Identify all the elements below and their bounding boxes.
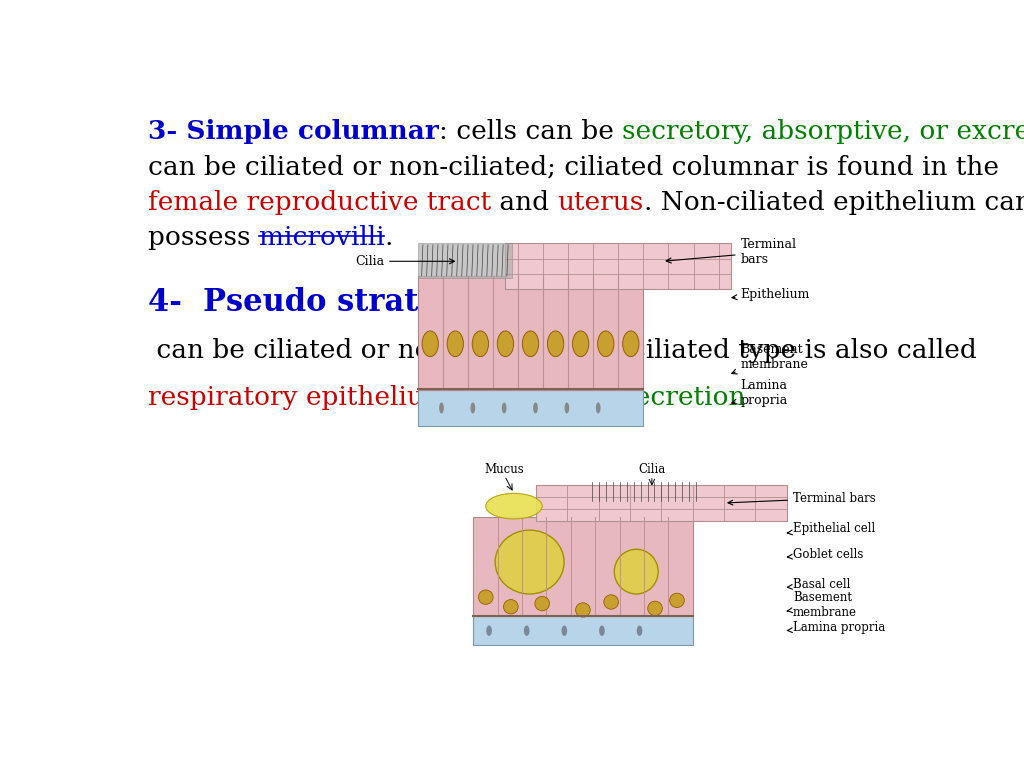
Ellipse shape: [564, 402, 569, 413]
Text: Lamina
propria: Lamina propria: [732, 379, 787, 407]
Text: Epithelial cell: Epithelial cell: [787, 522, 876, 535]
Ellipse shape: [604, 594, 618, 609]
Ellipse shape: [535, 597, 550, 611]
Text: Terminal bars: Terminal bars: [728, 492, 876, 505]
Text: secretory, absorptive, or excretory: secretory, absorptive, or excretory: [622, 119, 1024, 144]
Ellipse shape: [599, 625, 605, 636]
Bar: [473, 617, 692, 645]
Text: and: and: [490, 190, 557, 215]
Text: Lamina propria: Lamina propria: [787, 621, 885, 634]
Ellipse shape: [485, 493, 542, 519]
Text: Mucus: Mucus: [484, 462, 524, 475]
Ellipse shape: [472, 331, 488, 356]
Ellipse shape: [496, 530, 564, 594]
Ellipse shape: [670, 593, 684, 607]
Text: 3- Simple columnar: 3- Simple columnar: [147, 119, 438, 144]
Text: Basement
membrane: Basement membrane: [732, 343, 808, 374]
Text: Basal cell: Basal cell: [787, 578, 850, 591]
Text: uterus: uterus: [557, 190, 644, 215]
Ellipse shape: [470, 402, 475, 413]
Text: Basement
membrane: Basement membrane: [787, 591, 857, 619]
Ellipse shape: [614, 549, 658, 594]
Ellipse shape: [422, 331, 438, 356]
Text: can be ciliated or non-ciliated; ciliated columnar is found in the: can be ciliated or non-ciliated; ciliate…: [147, 154, 998, 179]
Text: female reproductive tract: female reproductive tract: [147, 190, 490, 215]
Ellipse shape: [575, 603, 590, 617]
Ellipse shape: [596, 402, 600, 413]
Bar: [418, 243, 512, 278]
Text: Protection, secretion: Protection, secretion: [466, 385, 745, 410]
Bar: [506, 243, 731, 289]
Ellipse shape: [637, 625, 642, 636]
Ellipse shape: [522, 331, 539, 356]
Text: Epithelium: Epithelium: [732, 288, 810, 301]
Text: possess: possess: [147, 225, 259, 250]
Bar: [418, 276, 643, 389]
Text: can be ciliated or non-ciliated. The ciliated type is also called: can be ciliated or non-ciliated. The cil…: [147, 338, 977, 362]
Text: Terminal
bars: Terminal bars: [667, 238, 797, 266]
Ellipse shape: [648, 601, 663, 615]
Ellipse shape: [502, 402, 507, 413]
Ellipse shape: [447, 331, 464, 356]
Ellipse shape: [572, 331, 589, 356]
Ellipse shape: [534, 402, 538, 413]
Text: . Non-ciliated epithelium can also: . Non-ciliated epithelium can also: [644, 190, 1024, 215]
Ellipse shape: [439, 402, 443, 413]
Text: Goblet cells: Goblet cells: [787, 548, 863, 561]
Text: 4-  Pseudo stratified: 4- Pseudo stratified: [147, 287, 496, 318]
Ellipse shape: [548, 331, 564, 356]
Bar: [418, 389, 643, 426]
Ellipse shape: [504, 600, 518, 614]
Text: respiratory epithelium: respiratory epithelium: [147, 385, 449, 410]
Ellipse shape: [486, 625, 492, 636]
Ellipse shape: [498, 331, 514, 356]
Text: .: .: [384, 225, 393, 250]
Text: .: .: [449, 385, 466, 410]
Text: : cells can be: : cells can be: [438, 119, 622, 144]
Bar: [473, 518, 692, 617]
Ellipse shape: [478, 590, 494, 604]
Ellipse shape: [561, 625, 567, 636]
Text: microvilli: microvilli: [259, 225, 384, 250]
Bar: [536, 485, 786, 521]
Ellipse shape: [524, 625, 529, 636]
Ellipse shape: [598, 331, 614, 356]
Text: Cilia: Cilia: [638, 462, 666, 475]
Ellipse shape: [623, 331, 639, 356]
Text: Cilia: Cilia: [355, 255, 455, 268]
